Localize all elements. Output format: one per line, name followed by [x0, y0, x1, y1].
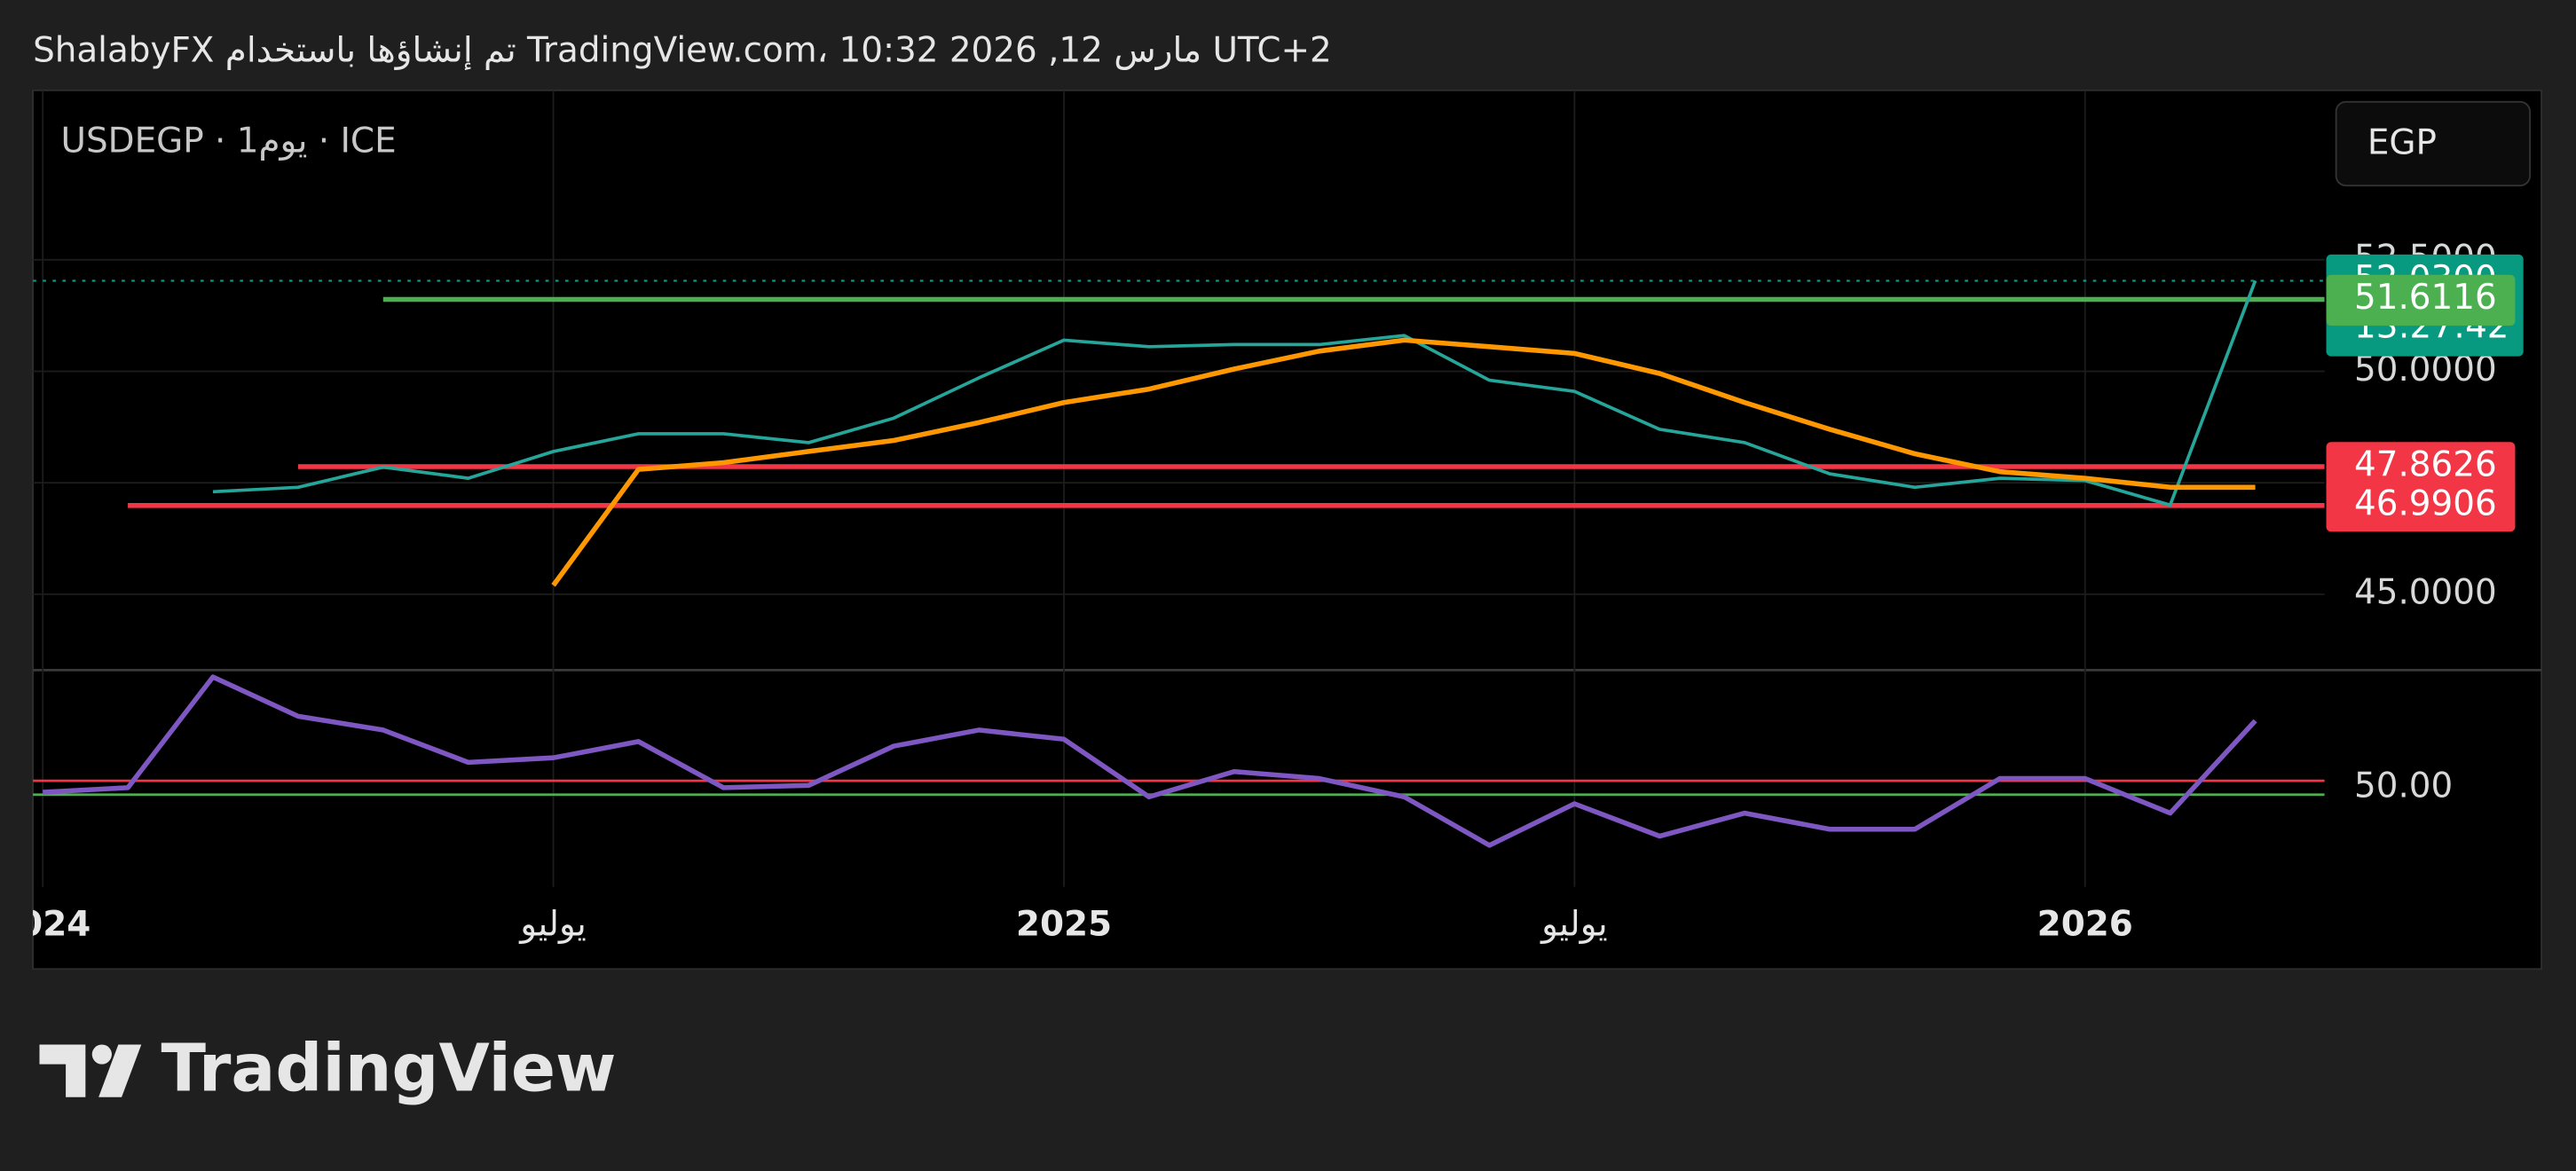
- plot-area: [33, 90, 2325, 887]
- logo-icon: [39, 1044, 86, 1097]
- y-tick-label: 50.00: [2354, 766, 2453, 806]
- level-label: 46.9906: [2354, 483, 2497, 523]
- currency-label[interactable]: EGP: [2367, 122, 2437, 162]
- symbol-title: USDEGP · 1يوم · ICE: [61, 122, 397, 161]
- x-tick-label: 2024: [0, 905, 91, 945]
- logo-icon: [91, 1044, 112, 1065]
- series-line: [212, 279, 2257, 507]
- level-box: [2326, 442, 2516, 493]
- x-tick-label: 2026: [2037, 905, 2133, 945]
- logo-icon: [98, 1044, 142, 1097]
- x-tick-label: 2025: [1016, 905, 1112, 945]
- logo: TradingView: [39, 1030, 616, 1106]
- attribution: ShalabyFX تم إنشاؤها باستخدام TradingVie…: [33, 31, 1332, 71]
- x-axis-labels: 2024 يوليو 2025 يوليو 2026: [0, 905, 2133, 945]
- level-label: 51.6116: [2354, 278, 2497, 318]
- x-tick-label: يوليو: [1540, 905, 1608, 945]
- series-line: [551, 337, 2256, 587]
- level-box: [2326, 481, 2516, 532]
- level-box: [2326, 274, 2516, 326]
- y-tick-label: 45.0000: [2354, 572, 2497, 612]
- level-label: 47.8626: [2354, 444, 2497, 484]
- axes: 45.000047.500050.000052.500050.0052.0300…: [2326, 238, 2524, 806]
- currency-button[interactable]: [2335, 100, 2532, 187]
- series-line: [43, 674, 2257, 848]
- chart-panel: [32, 89, 2542, 971]
- x-tick-label: يوليو: [518, 905, 587, 945]
- logo-text: TradingView: [161, 1030, 616, 1106]
